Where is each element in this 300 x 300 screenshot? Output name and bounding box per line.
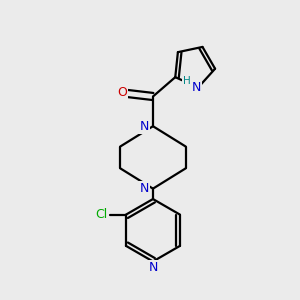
Text: H: H (183, 76, 191, 86)
Text: N: N (140, 120, 149, 133)
Text: N: N (192, 81, 201, 94)
Text: O: O (117, 85, 127, 98)
Text: Cl: Cl (95, 208, 108, 221)
Text: N: N (148, 262, 158, 275)
Text: N: N (140, 182, 149, 195)
